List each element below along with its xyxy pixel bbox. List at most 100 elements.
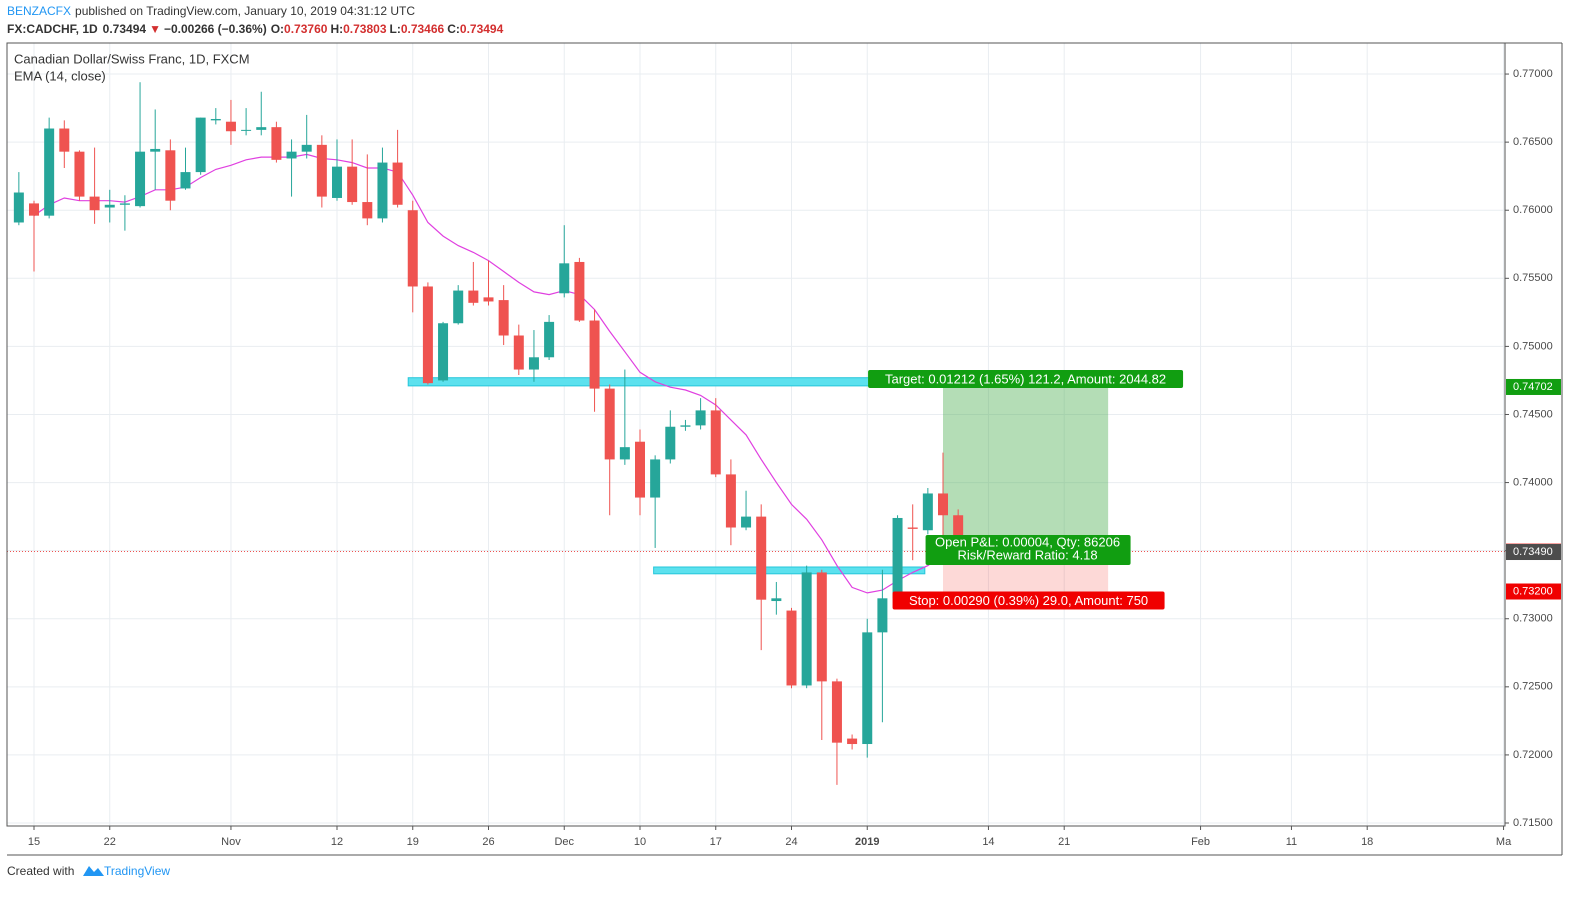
x-tick-label: Ma <box>1496 836 1512 848</box>
x-tick-label: Feb <box>1191 836 1210 848</box>
candle-body <box>422 286 433 384</box>
x-tick-label: 12 <box>331 836 343 848</box>
stop-label: Stop: 0.00290 (0.39%) 29.0, Amount: 750 <box>909 593 1148 608</box>
publish-line: BENZACFX published on TradingView.com, Ja… <box>7 4 415 18</box>
candle-body <box>831 681 842 743</box>
pnl-label: Open P&L: 0.00004, Qty: 86206 <box>935 534 1120 549</box>
y-tick-label: 0.72000 <box>1513 749 1553 761</box>
x-tick-label: 11 <box>1286 836 1297 848</box>
candle-body <box>907 527 918 529</box>
stop-price-bg <box>1506 583 1561 600</box>
pnl-bg <box>925 535 1131 566</box>
x-tick-label: 19 <box>407 836 419 848</box>
brand-logo <box>83 866 104 876</box>
y-tick-label: 0.77000 <box>1513 68 1553 80</box>
candle-body <box>513 335 524 370</box>
candle-body <box>650 459 661 498</box>
y-tick-label: 0.71500 <box>1513 817 1553 829</box>
candle-body <box>528 357 539 370</box>
candle-body <box>862 632 873 745</box>
x-tick-label: 18 <box>1361 836 1373 848</box>
ohlc-value: 0.73466 <box>401 22 445 36</box>
plot-border <box>6 42 1506 827</box>
x-tick-label: 22 <box>104 836 116 848</box>
candle-body <box>271 127 282 160</box>
candle-body <box>498 300 509 336</box>
ohlc-key: C: <box>447 22 460 36</box>
change: −0.00266 (−0.36%) <box>164 22 267 36</box>
footer-brand[interactable]: TradingView <box>104 864 170 878</box>
candle-body <box>104 204 115 208</box>
ohlc-value: 0.73803 <box>343 22 387 36</box>
candle-body <box>816 572 827 682</box>
candle-body <box>332 166 342 198</box>
candle-body <box>225 121 236 132</box>
x-tick-label: 10 <box>634 836 646 848</box>
candle-body <box>604 388 615 460</box>
target-price: 0.74702 <box>1513 381 1553 393</box>
candle-body <box>377 162 388 219</box>
entry-price: 0.73490 <box>1513 546 1553 558</box>
symbol-line: FX:CADCHF, 1D 0.73494 ▼ −0.00266 (−0.36%) O:… <box>7 22 504 36</box>
candle-body <box>771 598 782 602</box>
candle-body <box>741 516 752 528</box>
candle-body <box>786 610 797 686</box>
y-tick-label: 0.74500 <box>1513 408 1553 420</box>
y-tick-label: 0.75000 <box>1513 340 1553 352</box>
x-tick-label: 15 <box>28 836 40 848</box>
candle-body <box>710 410 721 475</box>
candle-body <box>468 290 479 303</box>
candle-body <box>635 441 645 498</box>
arrow: ▼ <box>149 22 161 36</box>
candle-body <box>574 261 585 321</box>
candle-body <box>938 493 948 516</box>
candle-body <box>438 323 449 381</box>
stop-label-bg <box>892 591 1165 610</box>
ohlc-key: O: <box>271 22 284 36</box>
candle-body <box>119 203 130 205</box>
price: 0.73494 <box>103 22 147 36</box>
footer-created: Created with <box>7 864 74 878</box>
candle-body <box>756 516 767 600</box>
support-zone <box>653 566 926 575</box>
candle-body <box>150 148 161 152</box>
y-tick-label: 0.75500 <box>1513 272 1553 284</box>
candle-body <box>210 118 221 121</box>
candle-body <box>59 128 70 152</box>
candle-body <box>892 517 903 599</box>
candle-body <box>89 196 100 211</box>
plot-area <box>7 43 1505 826</box>
candle-body <box>483 297 494 302</box>
ohlc-value: 0.73760 <box>284 22 328 36</box>
support-zone <box>407 377 877 387</box>
candle-body <box>847 738 858 745</box>
y-tick-label: 0.72500 <box>1513 681 1553 693</box>
candle-body <box>256 127 267 130</box>
published: published on TradingView.com, January 10… <box>75 4 415 18</box>
target-label: Target: 0.01212 (1.65%) 121.2, Amount: 2… <box>885 371 1166 386</box>
x-tick-label: 26 <box>482 836 494 848</box>
target-price-bg <box>1506 378 1561 395</box>
indicator-label: EMA (14, close) <box>14 68 106 83</box>
author[interactable]: BENZACFX <box>7 4 71 18</box>
candle-body <box>13 192 24 223</box>
candle-body <box>180 172 191 189</box>
candle-body <box>74 151 85 197</box>
candle-body <box>362 202 373 219</box>
ohlc-key: H: <box>330 22 343 36</box>
x-tick-label: Dec <box>554 836 574 848</box>
candle-body <box>544 321 555 358</box>
x-tick-label: 24 <box>785 836 797 848</box>
candle-body <box>392 162 403 205</box>
x-tick-label: Nov <box>221 836 241 848</box>
candle-body <box>922 493 933 531</box>
entry-price-bg <box>1506 544 1561 561</box>
candle-body <box>453 290 464 324</box>
symbol: FX:CADCHF, 1D <box>7 22 98 36</box>
candle-body <box>44 128 55 216</box>
candle-body <box>801 572 812 686</box>
ohlc-value: 0.73494 <box>460 22 504 36</box>
candle-body <box>695 410 706 426</box>
candle-body <box>589 320 600 389</box>
